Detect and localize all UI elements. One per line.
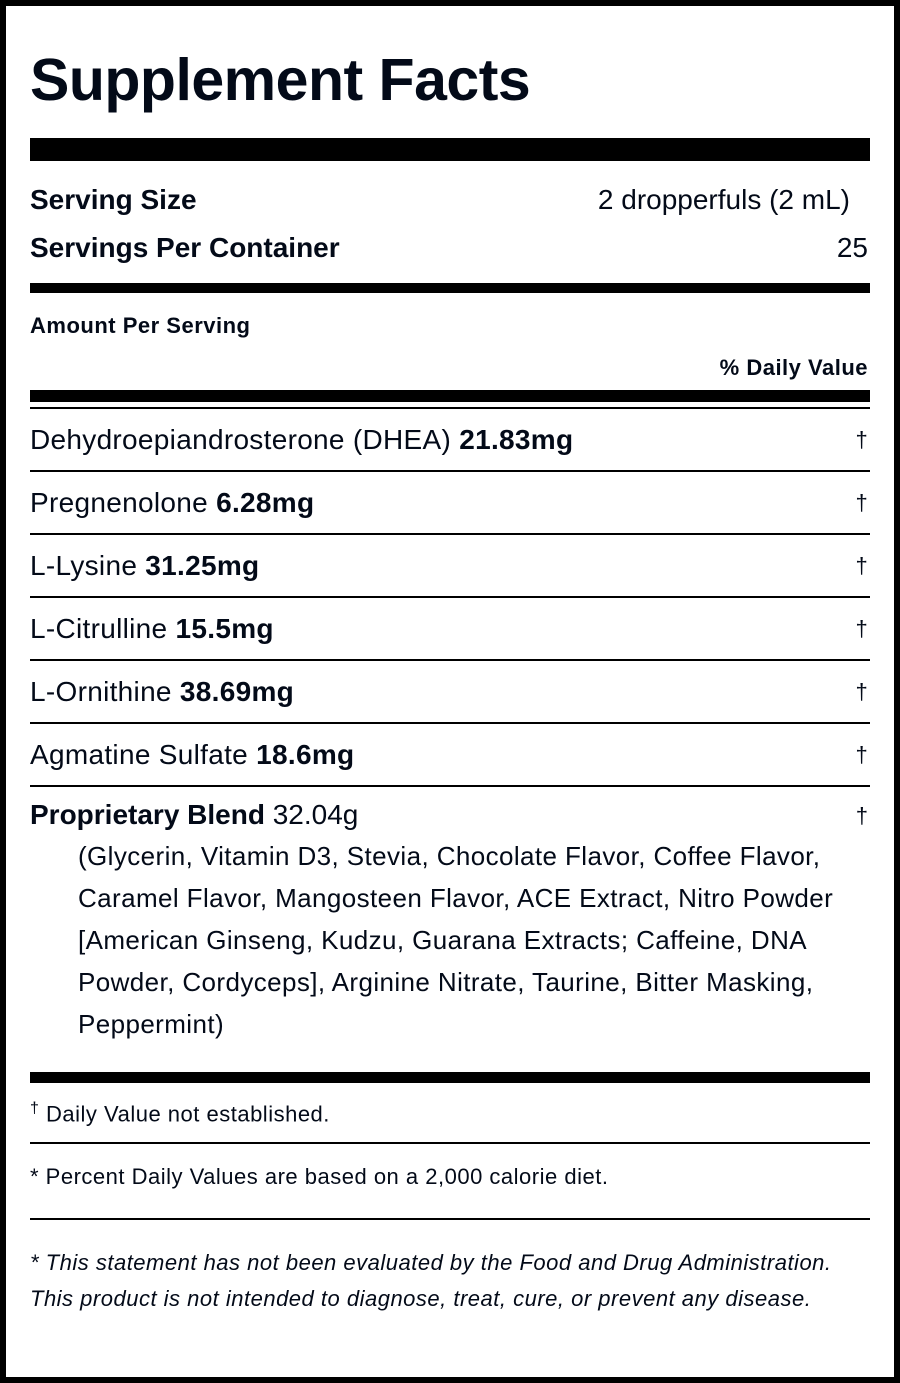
thin-divider (30, 407, 870, 409)
servings-per-container-label: Servings Per Container (30, 232, 340, 263)
ingredient-row: L-Lysine 31.25mg † (30, 535, 870, 598)
supplement-facts-panel: Supplement Facts Serving Size 2 dropperf… (6, 6, 894, 1377)
dagger-mark: † (855, 616, 868, 641)
daily-value-header: % Daily Value (719, 355, 868, 380)
serving-size-row: Serving Size 2 dropperfuls (2 mL) (30, 176, 870, 224)
blend-name: Proprietary Blend (30, 799, 265, 830)
thin-divider (30, 1218, 870, 1220)
ingredient-name: Pregnenolone (30, 486, 208, 518)
ingredient-row: L-Ornithine 38.69mg † (30, 661, 870, 724)
dagger-footnote: Daily Value not established. (46, 1101, 330, 1127)
dagger-mark: † (855, 553, 868, 578)
amount-per-serving: Amount Per Serving (30, 313, 251, 338)
serving-size-value: 2 dropperfuls (2 mL) (597, 184, 850, 215)
ingredient-row: L-Citrulline 15.5mg † (30, 598, 870, 661)
dagger-mark: † (855, 803, 868, 828)
fda-disclaimer: * This statement has not been evaluated … (30, 1250, 832, 1311)
ingredient-amount: 38.69mg (179, 675, 295, 707)
ingredient-row: Dehydroepiandrosterone (DHEA) 21.83mg † (30, 409, 870, 472)
serving-size-label: Serving Size (30, 184, 197, 215)
ingredient-amount: 15.5mg (175, 612, 274, 644)
proprietary-blend-row: Proprietary Blend 32.04g † (30, 787, 870, 831)
ingredient-name: Agmatine Sulfate (30, 738, 249, 770)
ingredient-name: L-Citrulline (30, 612, 168, 644)
ingredient-row: Agmatine Sulfate 18.6mg † (30, 724, 870, 787)
ingredient-name: L-Lysine (30, 549, 138, 581)
dagger-mark: † (855, 490, 868, 515)
percent-daily-footnote: * Percent Daily Values are based on a 2,… (30, 1164, 609, 1189)
ingredient-amount: 18.6mg (256, 738, 355, 770)
dagger-mark: † (855, 742, 868, 767)
ingredient-name: Dehydroepiandrosterone (DHEA) (30, 423, 452, 455)
servings-per-container-value: 25 (836, 232, 868, 263)
panel-title: Supplement Facts (30, 47, 531, 113)
thick-divider (30, 1072, 870, 1083)
ingredient-list: Dehydroepiandrosterone (DHEA) 21.83mg † P… (30, 409, 870, 1045)
ingredient-amount: 6.28mg (216, 486, 315, 518)
dagger-mark: † (30, 1100, 40, 1117)
thick-divider (30, 390, 870, 402)
dagger-mark: † (855, 427, 868, 452)
ingredient-amount: 21.83mg (459, 423, 574, 455)
servings-per-container-row: Servings Per Container 25 (30, 224, 870, 272)
thin-divider (30, 1142, 870, 1144)
ingredient-row: Pregnenolone 6.28mg † (30, 472, 870, 535)
ingredient-name: L-Ornithine (30, 675, 172, 707)
dagger-mark: † (855, 679, 868, 704)
medium-divider (30, 283, 870, 293)
ingredient-amount: 31.25mg (145, 549, 260, 581)
thick-divider (30, 138, 870, 161)
blend-amount: 32.04g (272, 799, 359, 830)
blend-contents: (Glycerin, Vitamin D3, Stevia, Chocolate… (78, 841, 834, 1039)
